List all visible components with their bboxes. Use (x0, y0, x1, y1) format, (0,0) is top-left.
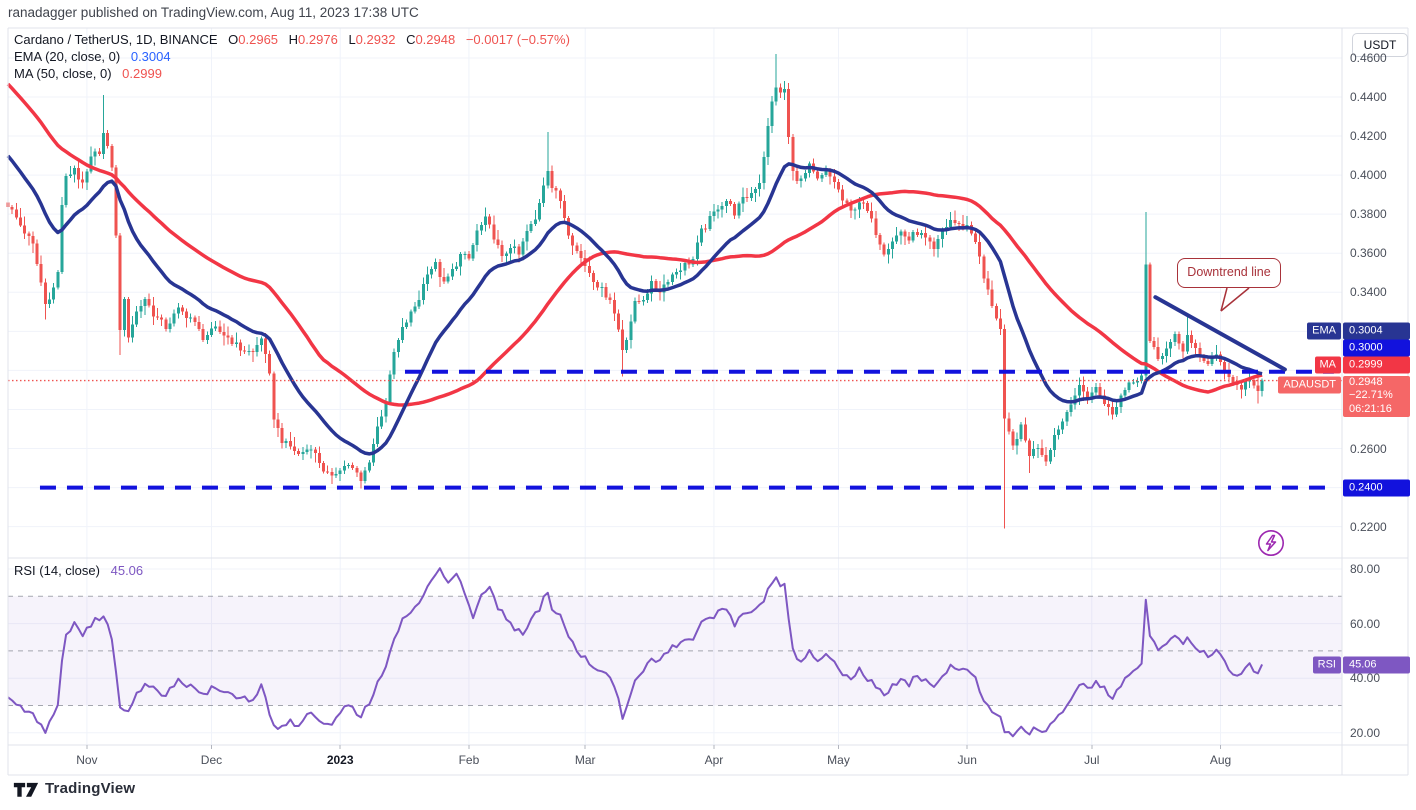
time-axis-month-label: Jul (1084, 753, 1100, 767)
symbol-title: Cardano / TetherUS, 1D, BINANCE (14, 32, 218, 47)
legend-symbol-row[interactable]: Cardano / TetherUS, 1D, BINANCE O0.2965 … (14, 31, 570, 48)
high-value: 0.2976 (298, 32, 338, 47)
time-axis-month-label: Jun (957, 753, 977, 767)
ema-value: 0.3004 (130, 49, 171, 64)
resistance-line-badge: 0.3000 (1343, 339, 1410, 357)
price-tick-label: 0.2200 (1350, 519, 1387, 534)
time-axis-month-label: Apr (704, 753, 724, 767)
tradingview-logo-icon (13, 782, 39, 797)
currency-toggle-button[interactable]: USDT (1352, 33, 1408, 57)
rsi-axis-badge: 45.06 (1343, 656, 1410, 674)
price-tick-label: 0.3800 (1350, 207, 1387, 222)
low-label: L (348, 32, 356, 47)
close-value: 0.2948 (415, 32, 456, 47)
price-tick-label: 0.4600 (1350, 50, 1387, 65)
time-axis-year-label: 2023 (326, 753, 354, 767)
bar-countdown: 06:21:16 (1349, 402, 1392, 415)
low-value: 0.2932 (355, 32, 396, 47)
ema-label: EMA (20, close, 0) (14, 49, 121, 64)
price-tick-label: 0.4000 (1350, 168, 1387, 183)
tradingview-logo[interactable]: TradingView (13, 780, 135, 797)
last-price-value: 0.2948 (1349, 376, 1383, 388)
ma-value: 0.2999 (122, 66, 162, 81)
rsi-value: 45.06 (110, 563, 144, 578)
change-value: −0.0017 (−0.57%) (465, 32, 570, 47)
price-tick-label: 0.4400 (1350, 90, 1387, 104)
high-label: H (288, 32, 299, 47)
time-axis-month-label: Dec (200, 753, 223, 767)
time-axis-month-label: Feb (458, 753, 480, 767)
ma-axis-badge: 0.2999 (1343, 356, 1410, 374)
rsi-axis-chip: RSI (1312, 656, 1341, 674)
ema-axis-badge: 0.3004 (1343, 322, 1410, 340)
change-percent: −22.71% (1349, 389, 1393, 402)
published-note: ranadagger published on TradingView.com,… (8, 5, 419, 20)
rsi-tick-label: 80.00 (1350, 562, 1381, 576)
tradingview-logo-text: TradingView (45, 780, 136, 797)
time-axis-month-label: Aug (1209, 753, 1232, 767)
symbol-axis-chip: ADAUSDT (1278, 376, 1341, 394)
quick-trade-lightning-icon[interactable] (1257, 529, 1285, 557)
rsi-tick-label: 60.00 (1350, 616, 1381, 631)
downtrend-annotation[interactable]: Downtrend line (1177, 258, 1281, 288)
open-value: 0.2965 (238, 32, 279, 47)
legend-rsi-row[interactable]: RSI (14, close) 45.06 (14, 562, 143, 579)
last-price-badge: 0.2948 −22.71% 06:21:16 (1343, 376, 1410, 417)
ma-axis-chip: MA (1314, 356, 1341, 374)
legend-ema-row[interactable]: EMA (20, close, 0) 0.3004 (14, 48, 570, 65)
price-tick-label: 0.2600 (1350, 441, 1387, 456)
price-tick-label: 0.3600 (1350, 246, 1387, 261)
price-tick-label: 0.4200 (1350, 129, 1387, 144)
ma-label: MA (50, close, 0) (14, 66, 112, 81)
chart-legend: Cardano / TetherUS, 1D, BINANCE O0.2965 … (14, 31, 570, 82)
legend-ma-row[interactable]: MA (50, close, 0) 0.2999 (14, 65, 570, 82)
rsi-tick-label: 40.00 (1350, 671, 1381, 686)
open-label: O (228, 32, 239, 47)
rsi-label: RSI (14, close) (14, 563, 100, 578)
ema-axis-chip: EMA (1307, 322, 1341, 340)
rsi-tick-label: 20.00 (1350, 725, 1381, 740)
time-axis-month-label: May (827, 753, 850, 767)
close-label: C (406, 32, 416, 47)
time-axis-month-label: Nov (76, 753, 98, 767)
price-tick-label: 0.3400 (1350, 285, 1387, 300)
time-axis-month-label: Mar (574, 753, 596, 767)
support-line-badge: 0.2400 (1343, 479, 1410, 497)
